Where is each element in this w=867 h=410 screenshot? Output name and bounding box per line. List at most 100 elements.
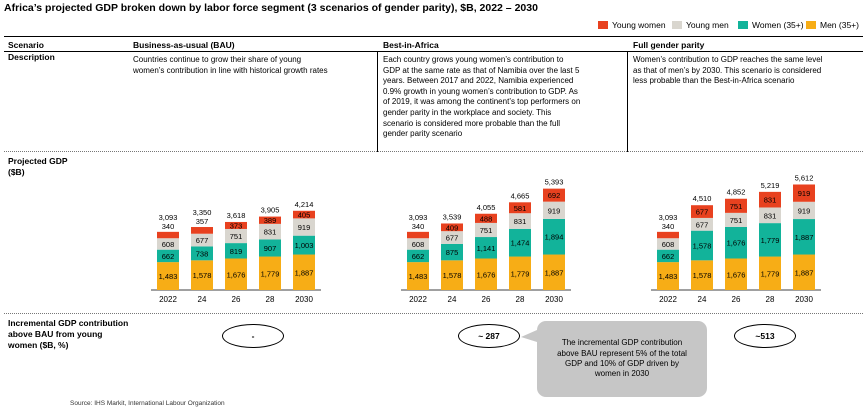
bar-segment-young-men [293, 218, 315, 236]
callout-pointer [521, 330, 537, 342]
data-label-young-women: 488 [480, 214, 493, 223]
header-bau: Business-as-usual (BAU) [133, 40, 235, 50]
header-scenario: Scenario [8, 40, 44, 50]
bar-segment-men-35 [407, 262, 429, 290]
legend-item-young-women: Young women [598, 20, 666, 30]
legend-item-young-men: Young men [672, 20, 729, 30]
data-label-women-35: 1,894 [545, 233, 564, 242]
data-label-young-men: 919 [298, 223, 311, 232]
bar-segment-men-35 [657, 262, 679, 290]
row-label-incremental: Incremental GDP contribution above BAU f… [8, 318, 128, 351]
description-line: GDP at the same rate as that of Namibia … [383, 65, 580, 75]
legend-label: Men (35+) [820, 20, 859, 30]
bar-segment-women-35 [509, 228, 531, 257]
desc-divider-2 [627, 52, 628, 152]
row-label-description: Description [8, 52, 55, 62]
bar-segment-women-35 [759, 223, 781, 257]
header-rule [4, 51, 863, 52]
data-label-women-35: 1,887 [795, 233, 814, 242]
callout-line: GDP and 10% of GDP driven by [564, 359, 679, 368]
total-label: 5,612 [795, 173, 814, 182]
bar-segment-women-35 [407, 249, 429, 263]
data-label-women-35: 907 [264, 244, 277, 253]
bar-segment-young-men [657, 238, 679, 250]
data-label-young-women: 919 [798, 189, 811, 198]
x-tick-label: 26 [732, 295, 741, 304]
desc-divider-1 [377, 52, 378, 152]
x-tick-label: 2022 [659, 295, 677, 304]
x-tick-label: 28 [516, 295, 525, 304]
bar-segment-men-35 [725, 258, 747, 290]
bar-segment-young-men [407, 238, 429, 250]
data-label-women-35: 662 [662, 252, 675, 261]
data-label-young-men: 919 [548, 206, 561, 215]
bar-segment-women-35 [157, 249, 179, 263]
data-label-young-men: 831 [514, 217, 527, 226]
total-label: 3,093 [659, 213, 678, 222]
incremental-label-line1: Incremental GDP contribution [8, 318, 129, 328]
bar-segment-women-35 [725, 226, 747, 259]
data-label-young-men: 608 [662, 240, 675, 249]
legend-label: Young men [686, 20, 729, 30]
bar-segment-women-35 [691, 230, 713, 261]
callout-line: above BAU represent 5% of the total [557, 348, 687, 358]
data-label-men-35: 1,578 [443, 271, 462, 280]
total-label: 5,219 [761, 181, 780, 190]
x-tick-label: 2030 [295, 295, 313, 304]
data-label-men-35: 1,887 [545, 268, 564, 277]
data-label-young-men: 608 [162, 240, 175, 249]
bar-segment-young-men [691, 217, 713, 231]
bar-segment-men-35 [759, 256, 781, 290]
data-label-men-35: 1,779 [761, 269, 780, 278]
data-label-young-women: 692 [548, 191, 561, 200]
bar-segment-young-men [725, 212, 747, 227]
bar-segment-young-men [759, 207, 781, 224]
data-label-young-men: 831 [764, 211, 777, 220]
x-tick-label: 26 [482, 295, 491, 304]
bar-segment-young-women [691, 205, 713, 218]
x-tick-label: 28 [766, 295, 775, 304]
data-label-young-women: 409 [446, 223, 459, 232]
total-label: 3,539 [443, 212, 462, 221]
bar-segment-women-35 [191, 246, 213, 261]
bar-segment-young-women [793, 184, 815, 202]
description-line: Each country grows young women’s contrib… [383, 55, 564, 64]
data-label-women-35: 1,003 [295, 241, 314, 250]
data-label-men-35: 1,676 [727, 270, 746, 279]
bar-segment-young-men [259, 223, 281, 240]
total-label: 3,350 [193, 208, 212, 217]
description-line: Women’s contribution to GDP reaches the … [633, 55, 823, 64]
data-label-young-men: 751 [730, 216, 743, 225]
chart-rule [4, 313, 863, 314]
data-label-young-women: 340 [412, 222, 425, 231]
bar-segment-men-35 [509, 256, 531, 290]
data-label-young-men: 751 [230, 232, 243, 241]
x-tick-label: 24 [448, 295, 457, 304]
desc-rule [4, 151, 863, 152]
legend-swatch-young-men [672, 21, 682, 29]
data-label-young-women: 389 [264, 216, 277, 225]
header-best-in-africa: Best-in-Africa [383, 40, 439, 50]
data-label-young-women: 751 [730, 202, 743, 211]
description-line: Countries continue to grow their share o… [133, 55, 302, 64]
data-label-young-women: 340 [162, 222, 175, 231]
data-label-women-35: 1,474 [511, 239, 530, 248]
description-line: as that of men’s by 2030. This scenario … [633, 65, 822, 75]
data-label-women-35: 1,578 [693, 242, 712, 251]
bar-segment-young-men [225, 228, 247, 244]
total-label: 4,055 [477, 203, 496, 212]
description-full-gender-parity: Women’s contribution to GDP reaches the … [633, 55, 863, 87]
incremental-label-line2: above BAU from young [8, 329, 103, 339]
bar-segment-men-35 [259, 256, 281, 290]
data-label-men-35: 1,483 [659, 272, 678, 281]
x-tick-label: 2022 [409, 295, 427, 304]
description-best-in-africa: Each country grows young women’s contrib… [383, 55, 623, 140]
bar-segment-men-35 [293, 254, 315, 290]
legend-swatch-young-women [598, 21, 608, 29]
data-label-young-men: 831 [264, 228, 277, 237]
x-tick-label: 2030 [545, 295, 563, 304]
bar-segment-women-35 [657, 249, 679, 263]
bar-segment-men-35 [691, 260, 713, 290]
data-label-women-35: 662 [412, 252, 425, 261]
